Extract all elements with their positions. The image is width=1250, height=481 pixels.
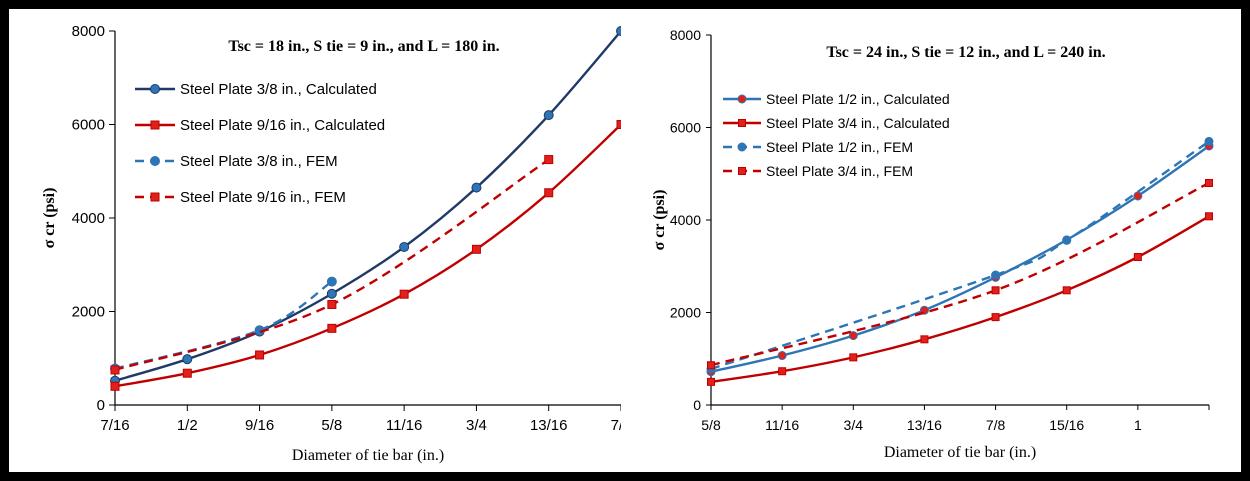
y-tick-label: 4000 bbox=[72, 210, 105, 227]
x-axis-label: Diameter of tie bar (in.) bbox=[884, 444, 1036, 461]
series-0-point bbox=[182, 354, 193, 365]
series-0-point bbox=[471, 182, 482, 193]
x-tick-label: 3/4 bbox=[844, 417, 864, 433]
x-tick-label: 11/16 bbox=[386, 417, 422, 434]
series-3-point bbox=[327, 299, 337, 309]
series-2-point bbox=[1062, 235, 1072, 245]
series-1-point bbox=[110, 381, 120, 391]
series-1-point bbox=[1205, 212, 1213, 221]
x-tick-label: 1/2 bbox=[177, 417, 198, 434]
series-1-point bbox=[1062, 286, 1071, 295]
legend-marker-0 bbox=[737, 94, 747, 104]
x-tick-label: 5/8 bbox=[321, 417, 342, 434]
series-3-point bbox=[991, 286, 1000, 295]
series-1-point bbox=[1133, 253, 1142, 261]
legend-marker-2 bbox=[150, 156, 160, 166]
legend-label-0: Steel Plate 1/2 in., Calculated bbox=[766, 91, 950, 107]
x-axis-label: Diameter of tie bar (in.) bbox=[292, 447, 444, 464]
series-3-point bbox=[110, 365, 120, 375]
legend-label-2: Steel Plate 1/2 in., FEM bbox=[766, 139, 913, 155]
x-tick-label: 15/16 bbox=[1049, 417, 1084, 433]
series-1-point bbox=[707, 377, 715, 386]
legend-label-3: Steel Plate 9/16 in., FEM bbox=[180, 189, 346, 206]
y-axis-label: σ cr (psi) bbox=[41, 188, 58, 249]
legend-marker-3 bbox=[150, 192, 160, 202]
series-2-point bbox=[991, 270, 1001, 280]
y-tick-label: 8000 bbox=[670, 27, 701, 43]
series-1-point bbox=[255, 350, 265, 360]
series-1-point bbox=[778, 367, 787, 376]
series-1-point bbox=[849, 353, 858, 362]
chart-right: 0 2000 4000 6000 8000 5/8 11/16 3/4 13/16 7/8 15/1… bbox=[651, 27, 1214, 461]
legend-label-1: Steel Plate 3/4 in., Calculated bbox=[766, 115, 950, 131]
x-tick-label: 13/16 bbox=[530, 417, 568, 434]
y-axis-label: σ cr (psi) bbox=[651, 190, 668, 251]
series-0-point bbox=[543, 110, 554, 121]
series-0-point bbox=[848, 331, 858, 341]
figure-frame: 0 2000 4000 6000 8000 7/16 1/2 9/16 5/8 11/16 3/4 1… bbox=[9, 9, 1241, 472]
x-tick-label: 7/16 bbox=[100, 417, 129, 434]
legend-marker-2 bbox=[737, 142, 747, 152]
series-2-point bbox=[1204, 136, 1214, 146]
series-1-point bbox=[991, 313, 1000, 322]
legend-label-3: Steel Plate 3/4 in., FEM bbox=[766, 163, 913, 179]
chart-left: 0 2000 4000 6000 8000 7/16 1/2 9/16 5/8 11/16 3/4 1… bbox=[41, 23, 621, 464]
x-tick-label: 9/16 bbox=[245, 417, 274, 434]
x-tick-label: 3/4 bbox=[466, 417, 487, 434]
y-tick-label: 6000 bbox=[670, 120, 701, 136]
series-1-point bbox=[399, 289, 409, 299]
y-tick-label: 6000 bbox=[72, 117, 105, 134]
series-0-point bbox=[326, 288, 337, 299]
legend-label-0: Steel Plate 3/8 in., Calculated bbox=[180, 81, 377, 98]
x-tick-label: 13/16 bbox=[907, 417, 942, 433]
legend-label-2: Steel Plate 3/8 in., FEM bbox=[180, 153, 338, 170]
chart-title: Tsc = 18 in., S tie = 9 in., and L = 180… bbox=[228, 38, 499, 55]
series-0-point bbox=[777, 351, 787, 361]
series-0-point bbox=[1133, 191, 1143, 201]
chart-title: Tsc = 24 in., S tie = 12 in., and L = 24… bbox=[826, 44, 1105, 61]
legend-marker-0 bbox=[150, 84, 160, 94]
series-3-point bbox=[707, 361, 715, 370]
series-line-2 bbox=[114, 280, 333, 370]
y-tick-label: 8000 bbox=[72, 23, 105, 40]
x-tick-label: 11/16 bbox=[765, 417, 799, 433]
x-tick-label: 7/8 bbox=[611, 417, 621, 434]
x-tick-label: 1 bbox=[1134, 417, 1142, 433]
series-0-point bbox=[616, 26, 621, 36]
y-tick-label: 0 bbox=[693, 397, 701, 413]
y-tick-label: 2000 bbox=[670, 305, 701, 321]
legend-marker-1 bbox=[738, 119, 746, 127]
legend-label-1: Steel Plate 9/16 in., Calculated bbox=[180, 117, 385, 134]
legend-marker-3 bbox=[738, 167, 746, 175]
y-tick-label: 2000 bbox=[72, 304, 105, 321]
series-line-2 bbox=[710, 140, 1210, 371]
series-1-point bbox=[920, 335, 929, 344]
series-0-point bbox=[399, 241, 410, 252]
series-1-point bbox=[327, 323, 337, 333]
x-tick-label: 5/8 bbox=[701, 417, 721, 433]
y-tick-label: 0 bbox=[97, 397, 105, 414]
series-1-point bbox=[544, 188, 554, 198]
y-tick-label: 4000 bbox=[670, 212, 701, 228]
series-1-point bbox=[616, 120, 621, 129]
series-1-point bbox=[182, 368, 192, 378]
x-tick-label: 7/8 bbox=[986, 417, 1006, 433]
series-1-point bbox=[471, 244, 481, 254]
series-2-point bbox=[326, 276, 337, 287]
series-3-point bbox=[544, 155, 554, 165]
legend-marker-1 bbox=[150, 120, 160, 130]
series-line-3 bbox=[710, 181, 1210, 367]
series-3-point bbox=[1205, 179, 1213, 187]
